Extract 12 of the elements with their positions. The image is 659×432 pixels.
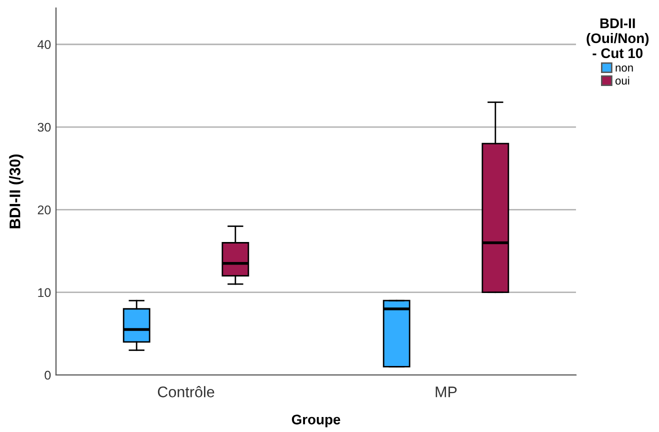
legend-title: BDI-II (Oui/Non) - Cut 10 <box>586 18 649 58</box>
x-axis-title: Groupe <box>292 414 340 428</box>
legend-label: non <box>616 66 633 72</box>
y-tick-label: 40 <box>38 40 51 50</box>
y-tick-label: 30 <box>38 122 51 132</box>
y-tick-label: 20 <box>38 205 51 214</box>
y-tick-label: 10 <box>38 288 51 297</box>
x-tick-label: MP <box>436 386 457 398</box>
legend-label: oui <box>615 76 630 85</box>
x-tick-label: Contrôle <box>158 386 214 398</box>
y-tick-label: 0 <box>44 370 51 380</box>
y-axis-title: BDI-II (/30) <box>9 154 24 228</box>
